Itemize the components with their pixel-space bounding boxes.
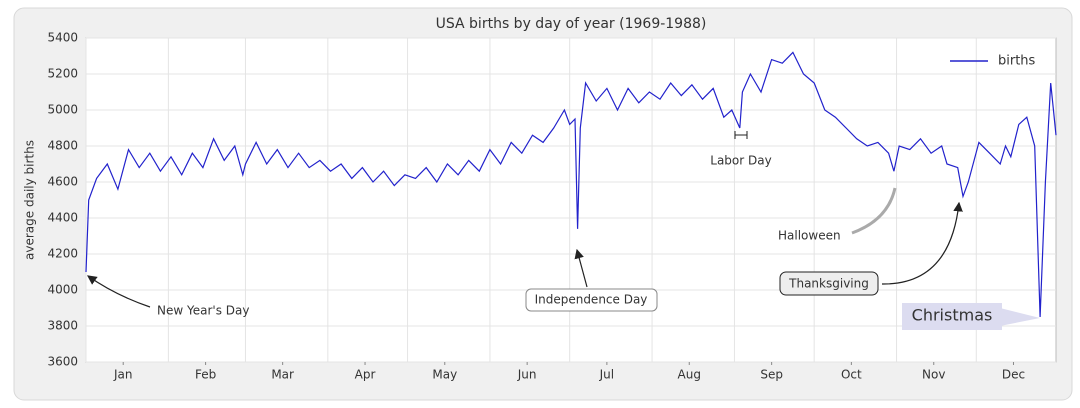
x-tick-label: Sep <box>760 368 783 382</box>
y-tick-label: 4600 <box>47 175 78 189</box>
y-tick-label: 3600 <box>47 355 78 369</box>
x-tick-label: Feb <box>195 368 216 382</box>
annotation: Labor Day <box>710 154 771 168</box>
y-tick-label: 4000 <box>47 283 78 297</box>
y-tick-label: 5200 <box>47 67 78 81</box>
annotation: New Year's Day <box>157 304 249 318</box>
y-tick-label: 5400 <box>47 31 78 45</box>
annotation: Christmas <box>912 306 993 325</box>
y-tick-label: 4400 <box>47 211 78 225</box>
y-tick-label: 4200 <box>47 247 78 261</box>
annotation-arrow <box>881 201 963 285</box>
line <box>85 51 1057 318</box>
x-tick-label: Nov <box>922 368 945 382</box>
y-axis-label: average daily births <box>23 140 37 260</box>
x-tick-label: Jul <box>599 368 614 382</box>
annotation-box <box>779 271 879 296</box>
annotation-arrow <box>851 187 897 235</box>
annotation-bracket <box>734 131 748 139</box>
x-tick-label: May <box>432 368 457 382</box>
x-tick-label: Jan <box>113 368 133 382</box>
x-tick-label: Aug <box>678 368 701 382</box>
x-tick-label: Apr <box>355 368 376 382</box>
x-tick-label: Jun <box>517 368 537 382</box>
annotation-arrow <box>574 248 588 288</box>
annotation-box <box>525 288 658 312</box>
y-tick-label: 3800 <box>47 319 78 333</box>
annotation-wedge <box>1000 308 1040 326</box>
y-tick-label: 4800 <box>47 139 78 153</box>
legend-label: births <box>998 54 1036 69</box>
x-tick-label: Mar <box>271 368 294 382</box>
annotation: Halloween <box>778 229 841 243</box>
x-tick-label: Oct <box>841 368 862 382</box>
x-tick-label: Dec <box>1002 368 1025 382</box>
annotation-box <box>902 303 1002 330</box>
y-tick-label: 5000 <box>47 103 78 117</box>
chart-title: USA births by day of year (1969-1988) <box>436 16 707 32</box>
annotation-arrow <box>87 275 151 308</box>
annotation: Thanksgiving <box>788 277 869 291</box>
annotation: Independence Day <box>535 293 648 307</box>
